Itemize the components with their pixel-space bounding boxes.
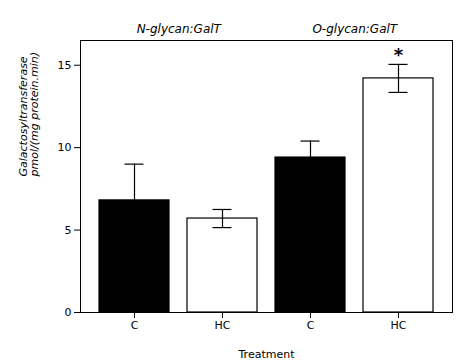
- svg-text:N-glycan:GalT: N-glycan:GalT: [137, 22, 223, 36]
- svg-text:O-glycan:GalT: O-glycan:GalT: [312, 22, 398, 36]
- svg-text:0: 0: [65, 306, 72, 319]
- svg-text:10: 10: [58, 141, 72, 154]
- svg-text:C: C: [307, 319, 315, 332]
- svg-text:HC: HC: [215, 319, 231, 332]
- svg-text:HC: HC: [391, 319, 407, 332]
- svg-text:Treatment: Treatment: [238, 348, 296, 360]
- svg-text:15: 15: [58, 59, 72, 72]
- svg-text:*: *: [394, 44, 404, 65]
- svg-text:5: 5: [65, 224, 72, 237]
- svg-text:Galactosyltransferasepmol/(mg: Galactosyltransferasepmol/(mg protein.mi…: [17, 52, 41, 178]
- svg-text:C: C: [131, 319, 139, 332]
